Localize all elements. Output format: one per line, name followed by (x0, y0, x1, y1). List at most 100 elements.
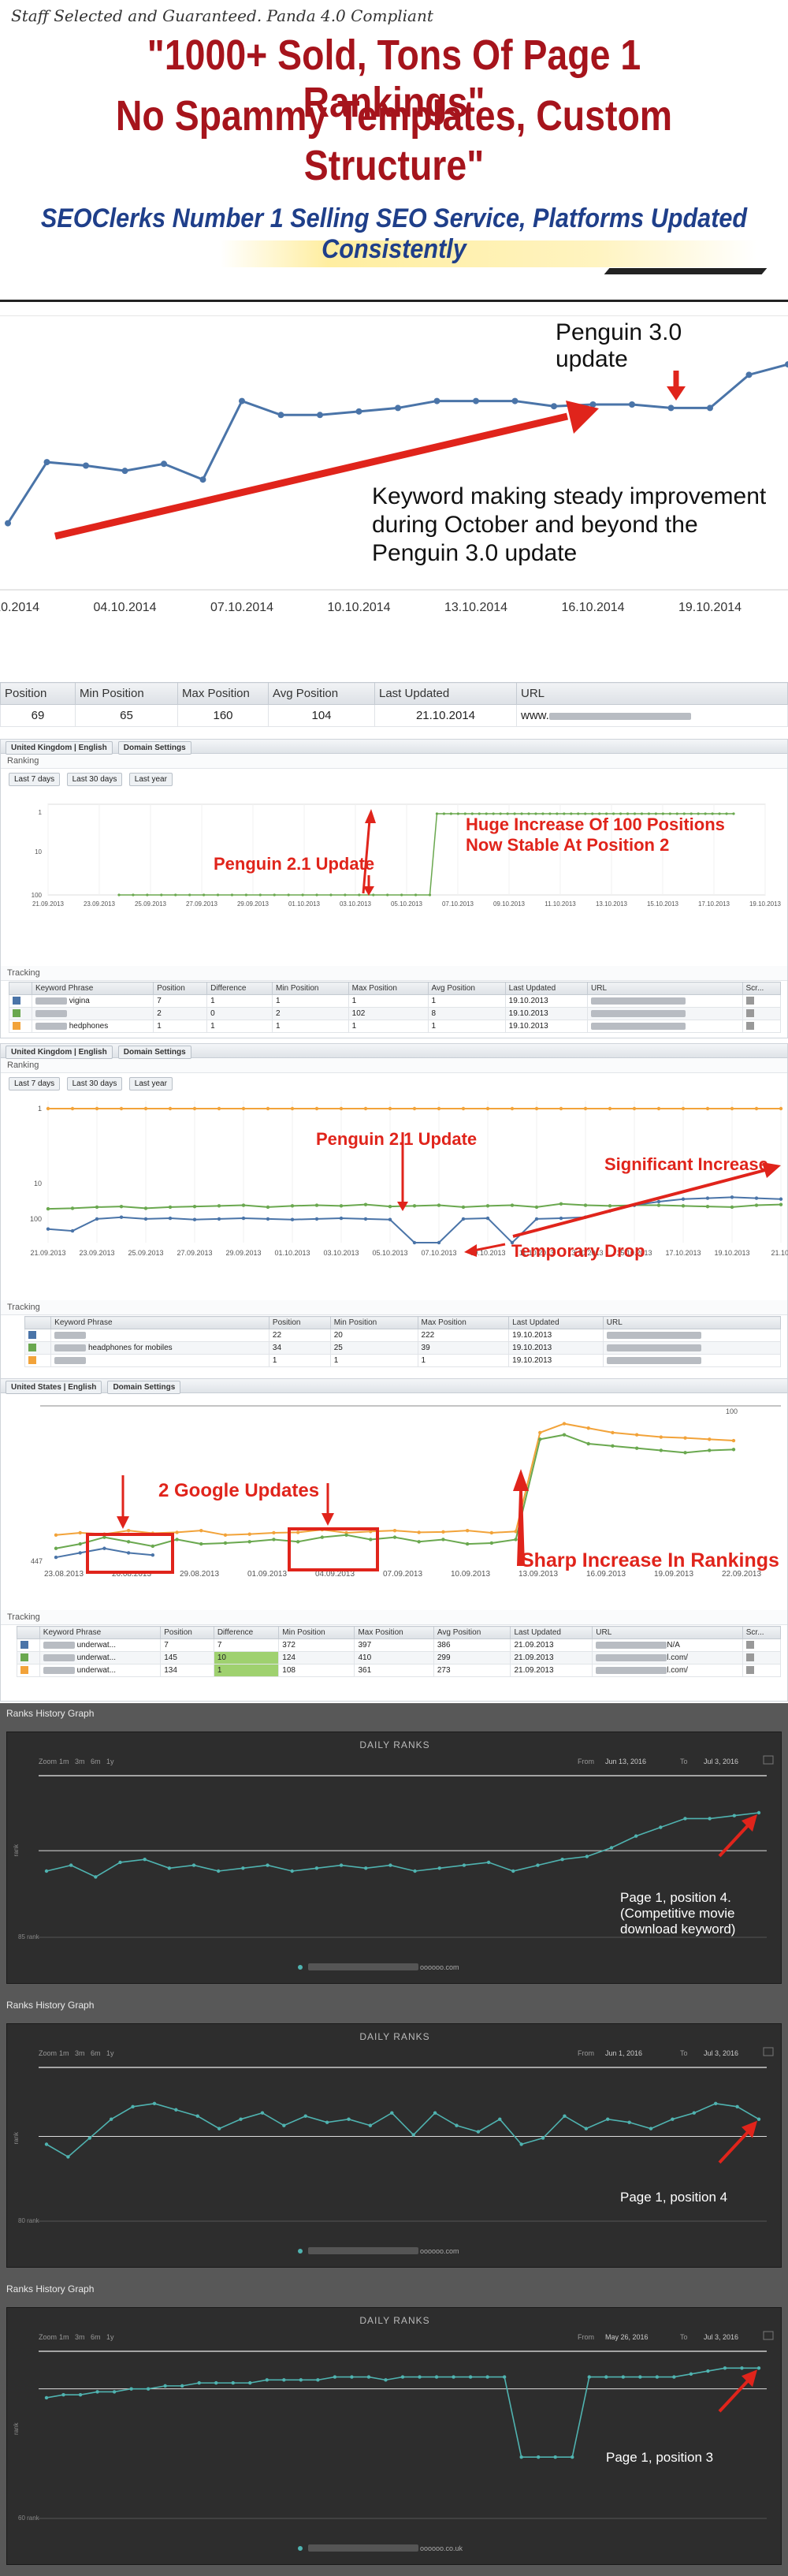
table-row[interactable]: underwat... 7 7 372 397 386 21.09.2013 N/A (17, 1638, 782, 1652)
data-point (66, 2155, 70, 2159)
col-position[interactable]: Position (0, 682, 76, 705)
tab-locale[interactable]: United Kingdom | English (6, 741, 113, 755)
series-swatch[interactable] (24, 1354, 52, 1367)
tab-locale[interactable]: United States | English (6, 1381, 102, 1394)
column-header[interactable]: URL (602, 1316, 782, 1329)
series-swatch[interactable] (9, 1020, 32, 1033)
table-row[interactable]: underwat... 134 1 108 361 273 21.09.2013 l.com/ (17, 1664, 782, 1677)
table-row[interactable]: 22 20 222 19.10.2013 (24, 1329, 782, 1342)
column-header[interactable]: Difference (206, 982, 273, 995)
column-header[interactable]: Difference (213, 1626, 280, 1639)
col-last-updated[interactable]: Last Updated (374, 682, 517, 705)
cell-scr[interactable] (742, 1664, 782, 1677)
tracking-table: Keyword Phrase Position Min Position Max Po… (24, 1316, 782, 1367)
data-point (461, 1217, 466, 1221)
annotation-arrow (473, 1243, 506, 1252)
data-point (102, 1546, 106, 1550)
range-7-days[interactable]: Last 7 days (9, 773, 61, 786)
series-swatch[interactable] (17, 1638, 40, 1652)
data-point (559, 1202, 563, 1206)
range-year[interactable]: Last year (128, 1077, 173, 1090)
column-header[interactable]: Avg Position (427, 982, 506, 995)
column-header[interactable]: Last Updated (510, 1626, 593, 1639)
column-header[interactable]: URL (587, 982, 743, 995)
tracking-table-wrap: Keyword Phrase Position Difference Min Posi… (9, 982, 781, 1033)
annotation-arrow (718, 2376, 753, 2413)
zoom-button-1y: 1y (106, 1758, 114, 1765)
x-tick-label: 16.10.2014 (561, 601, 624, 614)
column-header[interactable]: Scr... (742, 982, 781, 995)
domain-settings-button[interactable]: Domain Settings (117, 741, 191, 755)
series-swatch[interactable] (17, 1664, 40, 1677)
cell-scr[interactable] (742, 1638, 782, 1652)
data-point (583, 1106, 588, 1111)
table-row[interactable]: vigina 7 1 1 1 1 19.10.2013 (9, 994, 781, 1008)
chart-1-table: Position Min Position Max Position Avg P… (0, 682, 788, 734)
data-point (534, 1217, 539, 1221)
data-point (119, 1204, 124, 1209)
column-header[interactable]: Keyword Phrase (31, 982, 154, 995)
series-swatch[interactable] (9, 994, 32, 1008)
table-row[interactable]: 1 1 1 19.10.2013 (24, 1354, 782, 1367)
tracking-table: Keyword Phrase Position Difference Min Posi… (17, 1626, 782, 1677)
column-header[interactable]: Position (153, 982, 208, 995)
data-point (191, 1863, 196, 1867)
column-header[interactable]: Last Updated (508, 1316, 604, 1329)
data-point (126, 1528, 131, 1533)
data-point (317, 412, 323, 419)
domain-settings-button[interactable]: Domain Settings (117, 1046, 191, 1059)
column-header[interactable]: Min Position (329, 1316, 418, 1329)
series-swatch[interactable] (17, 1651, 40, 1665)
table-row[interactable]: headphones for mobiles 34 25 39 19.10.2013 (24, 1341, 782, 1355)
annotation-penguin-2-1: Penguin 2.1 Update (214, 854, 375, 874)
data-point (609, 1846, 614, 1850)
data-point (598, 812, 601, 815)
column-header[interactable]: Min Position (271, 982, 349, 995)
cell-scr[interactable] (742, 1007, 781, 1020)
table-row[interactable]: hedphones 1 1 1 1 1 19.10.2013 (9, 1020, 781, 1033)
data-point (723, 2366, 727, 2370)
range-7-days[interactable]: Last 7 days (9, 1077, 61, 1090)
column-header[interactable]: URL (592, 1626, 743, 1639)
cell-avg: 104 (268, 704, 375, 727)
table-row[interactable]: underwat... 145 10 124 410 299 21.09.2013 l.com… (17, 1651, 782, 1665)
range-year[interactable]: Last year (128, 773, 173, 786)
tab-locale[interactable]: United Kingdom | English (6, 1046, 113, 1059)
column-header[interactable]: Keyword Phrase (50, 1316, 269, 1329)
column-header[interactable]: Min Position (278, 1626, 355, 1639)
x-tick-label: 11.10.2013 (519, 1249, 554, 1257)
series-swatch[interactable] (24, 1341, 52, 1355)
range-30-days[interactable]: Last 30 days (66, 1077, 123, 1090)
cell-url[interactable]: www. (516, 704, 788, 727)
data-point (559, 1106, 563, 1111)
data-point (704, 812, 707, 815)
cell-scr[interactable] (742, 994, 781, 1008)
column-header[interactable]: Position (160, 1626, 214, 1639)
cell-scr[interactable] (742, 1651, 782, 1665)
data-point (390, 2111, 394, 2115)
data-point (667, 404, 675, 412)
column-header[interactable]: Max Position (354, 1626, 434, 1639)
column-header[interactable]: Position (268, 1316, 331, 1329)
series-swatch[interactable] (24, 1329, 52, 1342)
range-30-days[interactable]: Last 30 days (66, 773, 123, 786)
column-header[interactable]: Keyword Phrase (39, 1626, 162, 1639)
col-url[interactable]: URL (516, 682, 788, 705)
column-header[interactable]: Max Position (417, 1316, 510, 1329)
series-swatch[interactable] (9, 1007, 32, 1020)
column-header[interactable]: Max Position (348, 982, 429, 995)
column-header[interactable]: Scr... (742, 1626, 782, 1639)
cell-scr[interactable] (742, 1020, 781, 1033)
table-row[interactable]: 2 0 2 102 8 19.10.2013 (9, 1007, 781, 1020)
data-point (290, 1217, 295, 1221)
col-max-position[interactable]: Max Position (177, 682, 269, 705)
data-point (608, 1106, 612, 1111)
data-point (659, 1825, 663, 1829)
col-min-position[interactable]: Min Position (75, 682, 178, 705)
col-avg-position[interactable]: Avg Position (268, 682, 375, 705)
x-tick-label: 21.09.2013 (32, 900, 65, 908)
column-header[interactable]: Avg Position (433, 1626, 511, 1639)
table-row[interactable]: 69 65 160 104 21.10.2014 www. (0, 704, 788, 727)
column-header[interactable]: Last Updated (504, 982, 589, 995)
domain-settings-button[interactable]: Domain Settings (107, 1381, 181, 1394)
